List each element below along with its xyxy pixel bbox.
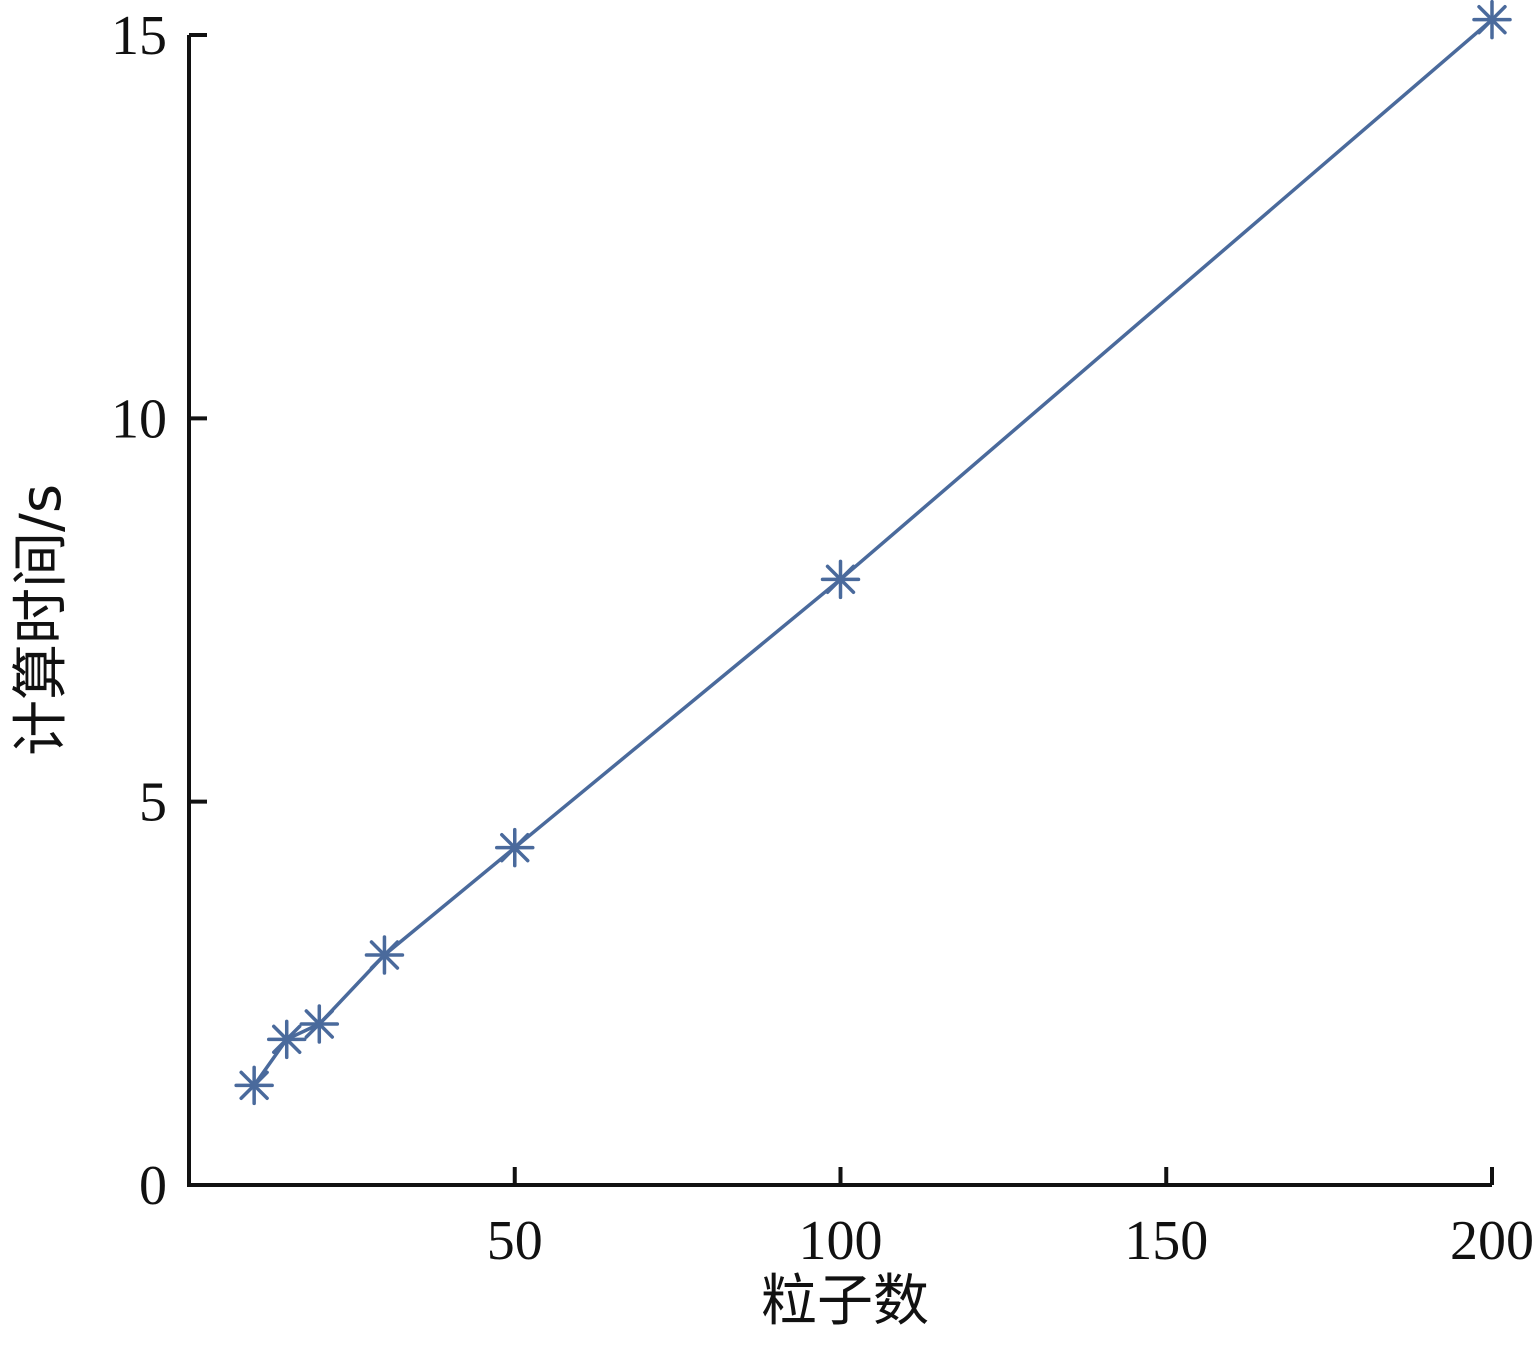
y-tick-label: 15: [111, 5, 167, 67]
y-ticks: 0 5 10 15: [111, 5, 207, 1217]
x-tick-label: 100: [799, 1210, 883, 1272]
data-point-marker: [1472, 0, 1512, 40]
x-ticks: 50 100 150 200: [487, 1167, 1534, 1272]
data-point-marker: [266, 1019, 307, 1060]
data-point-marker: [364, 935, 405, 975]
y-tick-label: 0: [139, 1155, 167, 1217]
data-point-marker: [820, 559, 861, 600]
series-line: [252, 17, 1494, 1088]
x-tick-label: 150: [1124, 1210, 1208, 1272]
y-tick-label: 10: [111, 388, 167, 450]
data-point-marker: [495, 827, 535, 868]
y-tick-label: 5: [139, 772, 167, 834]
x-tick-label: 200: [1450, 1210, 1534, 1272]
y-axis-title: 计算时间/s: [9, 484, 74, 756]
data-point-marker: [299, 1004, 340, 1044]
x-axis-title: 粒子数: [761, 1269, 929, 1334]
data-point-marker: [234, 1065, 274, 1106]
axes: [187, 35, 1492, 1187]
series-group: [234, 0, 1512, 1106]
x-tick-label: 50: [487, 1210, 543, 1272]
